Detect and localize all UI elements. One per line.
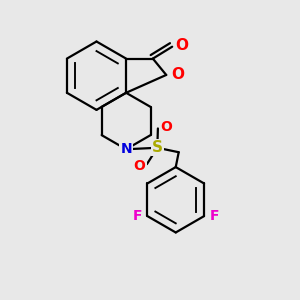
Text: O: O [171, 67, 184, 82]
Text: O: O [160, 120, 172, 134]
Text: O: O [176, 38, 189, 53]
Text: O: O [134, 159, 146, 172]
Text: F: F [209, 209, 219, 223]
Text: S: S [152, 140, 163, 155]
Text: N: N [120, 142, 132, 156]
Text: F: F [133, 209, 142, 223]
